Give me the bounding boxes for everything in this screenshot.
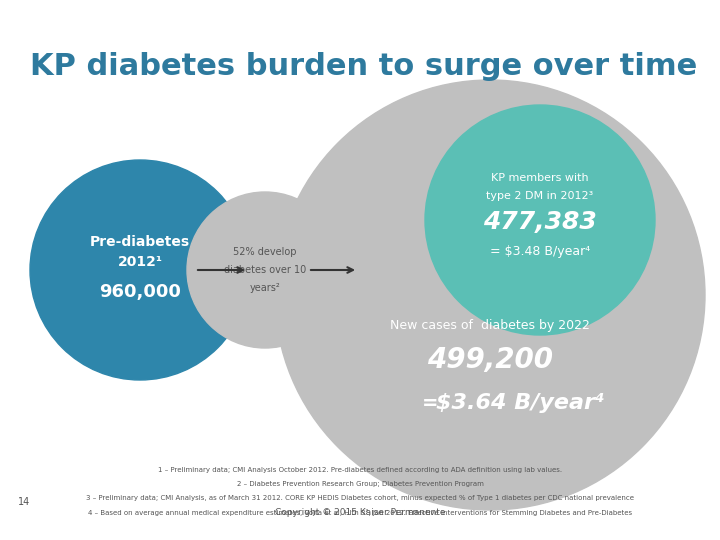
- Circle shape: [187, 192, 343, 348]
- Text: =: =: [422, 394, 438, 413]
- Circle shape: [425, 105, 655, 335]
- Text: Copyright © 2015 Kaiser Permanente: Copyright © 2015 Kaiser Permanente: [275, 508, 445, 517]
- Text: KP members with: KP members with: [491, 173, 589, 183]
- Text: 499,200: 499,200: [427, 346, 553, 374]
- Text: $3.64 B/year⁴: $3.64 B/year⁴: [436, 393, 604, 413]
- Text: 2012¹: 2012¹: [117, 255, 163, 269]
- Circle shape: [275, 80, 705, 510]
- Text: years²: years²: [250, 283, 280, 293]
- Text: = $3.48 B/year⁴: = $3.48 B/year⁴: [490, 246, 590, 259]
- Text: 2 – Diabetes Prevention Research Group; Diabetes Prevention Program: 2 – Diabetes Prevention Research Group; …: [237, 481, 483, 487]
- Text: Pre-diabetes: Pre-diabetes: [90, 235, 190, 249]
- Text: 52% develop: 52% develop: [233, 247, 297, 257]
- Circle shape: [30, 160, 250, 380]
- Text: KP diabetes burden to surge over time: KP diabetes burden to surge over time: [30, 52, 697, 81]
- Text: 1 – Preliminary data; CMI Analysis October 2012. Pre-diabetes defined according : 1 – Preliminary data; CMI Analysis Octob…: [158, 467, 562, 473]
- Text: diabetes over 10: diabetes over 10: [224, 265, 306, 275]
- Text: 14: 14: [18, 497, 30, 507]
- Text: 3 – Preliminary data; CMI Analysis, as of March 31 2012. CORE KP HEDIS Diabetes : 3 – Preliminary data; CMI Analysis, as o…: [86, 495, 634, 501]
- Text: New cases of  diabetes by 2022: New cases of diabetes by 2022: [390, 319, 590, 332]
- Text: type 2 DM in 2012³: type 2 DM in 2012³: [487, 191, 593, 201]
- Text: 4 – Based on average annual medical expenditure estimates, Vojta et al, Hlth 3²,: 4 – Based on average annual medical expe…: [88, 509, 632, 516]
- Text: 477,383: 477,383: [483, 210, 597, 234]
- Text: 960,000: 960,000: [99, 283, 181, 301]
